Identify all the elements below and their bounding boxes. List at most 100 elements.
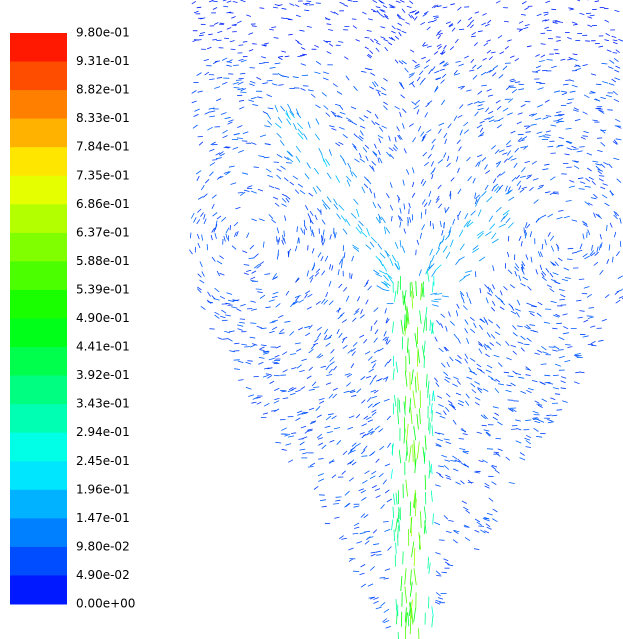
velocity-vector	[561, 377, 566, 379]
velocity-vector	[264, 403, 269, 406]
velocity-vector	[438, 160, 443, 164]
velocity-vector	[606, 33, 610, 35]
velocity-vector	[332, 475, 336, 478]
velocity-vector	[578, 178, 583, 179]
velocity-vector	[463, 306, 467, 310]
velocity-vector	[431, 161, 433, 166]
velocity-vector	[537, 404, 543, 405]
vector-plot: 9.80e-019.31e-018.82e-018.33e-017.84e-01…	[0, 0, 623, 639]
velocity-vector	[426, 374, 427, 387]
velocity-vector	[498, 384, 504, 385]
velocity-vector	[472, 65, 476, 69]
colorbar-label: 7.84e-01	[76, 140, 130, 154]
velocity-vector	[212, 160, 217, 161]
velocity-vector	[290, 393, 295, 395]
velocity-vector	[438, 598, 443, 600]
velocity-vector	[231, 17, 235, 19]
velocity-vector	[359, 335, 364, 337]
velocity-vector	[533, 179, 538, 181]
velocity-vector	[353, 533, 359, 534]
velocity-vector	[586, 178, 590, 181]
velocity-vector	[412, 541, 414, 557]
velocity-vector	[468, 103, 473, 105]
colorbar-band	[10, 90, 67, 119]
velocity-vector	[269, 186, 274, 188]
velocity-vector	[478, 31, 483, 32]
velocity-vector	[399, 520, 400, 531]
velocity-vector	[315, 105, 320, 108]
velocity-vector	[374, 338, 378, 343]
velocity-vector	[417, 442, 419, 459]
velocity-vector	[520, 453, 525, 456]
velocity-vector	[273, 197, 278, 199]
velocity-vector	[346, 296, 349, 302]
velocity-vector	[386, 193, 389, 198]
velocity-vector	[373, 598, 378, 600]
colorbar-band	[10, 347, 67, 376]
velocity-vector	[362, 424, 367, 426]
velocity-vector	[563, 84, 569, 85]
velocity-vector	[424, 319, 426, 332]
velocity-vector	[487, 332, 490, 337]
velocity-vector	[385, 47, 388, 51]
velocity-vector	[520, 176, 526, 177]
velocity-vector	[436, 600, 442, 602]
velocity-vector	[307, 307, 312, 309]
velocity-vector	[391, 31, 395, 33]
velocity-vector	[587, 168, 591, 171]
velocity-vector	[375, 402, 380, 404]
velocity-vector	[326, 41, 331, 42]
velocity-vector	[572, 220, 577, 221]
velocity-vector	[440, 416, 446, 418]
velocity-vector	[352, 318, 356, 322]
velocity-vector	[270, 381, 275, 384]
velocity-vector	[378, 158, 379, 163]
velocity-vector	[518, 113, 523, 115]
velocity-vector	[403, 291, 404, 306]
velocity-vector	[374, 39, 378, 42]
velocity-vector	[257, 402, 262, 404]
velocity-vector	[458, 338, 461, 343]
velocity-vector	[407, 424, 409, 442]
velocity-vector	[254, 254, 258, 258]
velocity-vector	[354, 134, 358, 138]
velocity-vector	[301, 64, 306, 66]
velocity-vector	[284, 231, 285, 237]
velocity-vector	[535, 118, 541, 120]
velocity-vector	[339, 142, 344, 144]
velocity-vector	[504, 159, 508, 163]
velocity-vector	[475, 12, 479, 14]
velocity-vector	[389, 148, 394, 151]
velocity-vector	[486, 370, 492, 373]
colorbar: 9.80e-019.31e-018.82e-018.33e-017.84e-01…	[10, 26, 135, 611]
velocity-vector	[596, 164, 602, 165]
velocity-vector	[402, 31, 407, 33]
velocity-vector	[577, 151, 583, 152]
velocity-vector	[234, 232, 236, 237]
velocity-vector	[485, 483, 490, 486]
velocity-vector	[453, 469, 458, 471]
velocity-vector	[521, 167, 525, 172]
velocity-vector	[588, 17, 593, 19]
velocity-vector	[545, 100, 550, 103]
velocity-vector	[371, 471, 376, 474]
velocity-vector	[516, 312, 519, 317]
velocity-vector	[574, 108, 579, 110]
velocity-vector	[536, 436, 542, 437]
velocity-vector	[508, 270, 512, 274]
velocity-vector	[482, 13, 486, 15]
colorbar-label: 7.35e-01	[76, 168, 130, 182]
velocity-vector	[429, 418, 430, 431]
velocity-vector	[530, 313, 534, 316]
velocity-vector	[463, 434, 468, 435]
velocity-vector	[297, 113, 301, 118]
velocity-vector	[483, 58, 487, 60]
velocity-vector	[462, 501, 467, 504]
velocity-vector	[540, 265, 542, 270]
velocity-vector	[397, 611, 398, 625]
velocity-vector	[525, 132, 530, 133]
velocity-vector	[521, 336, 526, 340]
velocity-vector	[348, 121, 353, 123]
velocity-vector	[326, 365, 330, 370]
velocity-vector	[219, 273, 224, 275]
